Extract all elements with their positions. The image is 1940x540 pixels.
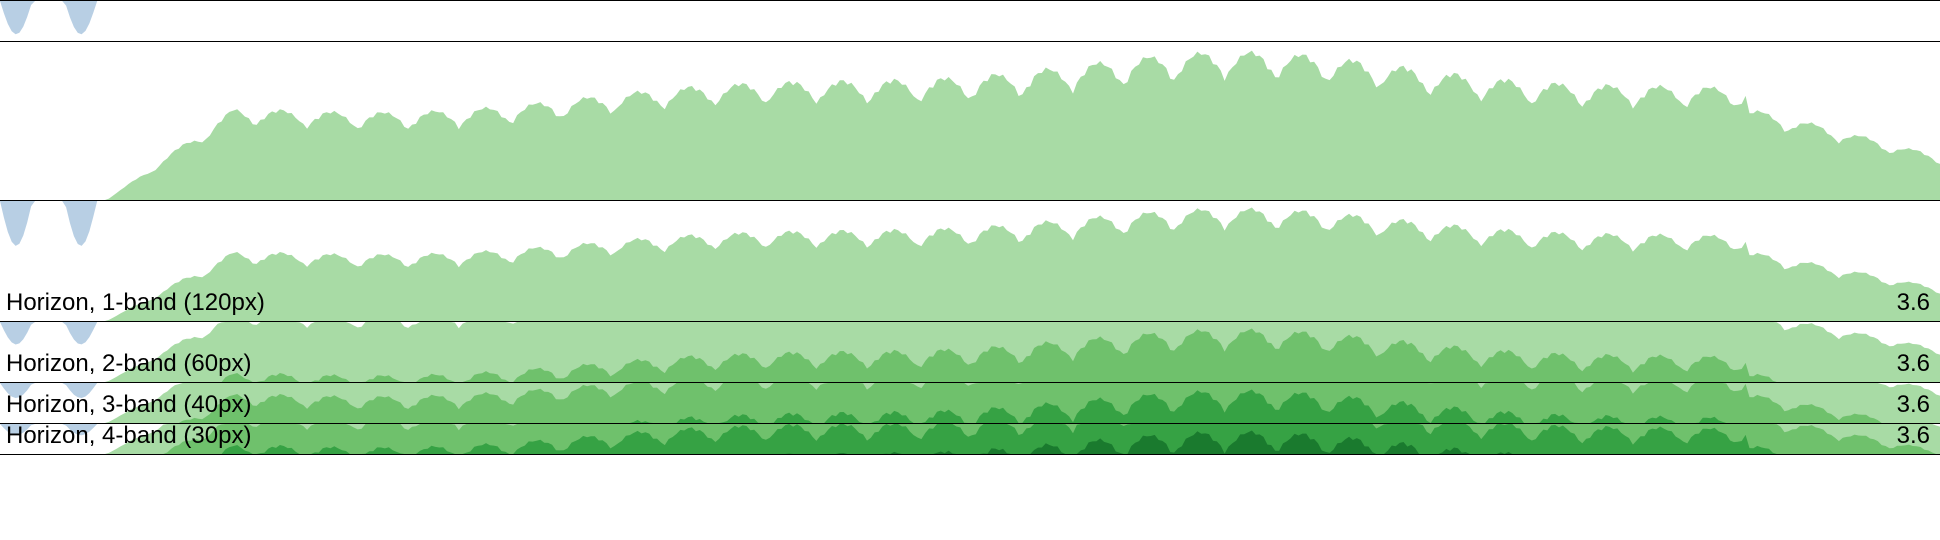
- spacer-row: [0, 42, 1940, 201]
- horizon-row-2band: Horizon, 2-band (60px)3.6: [0, 322, 1940, 383]
- horizon-svg: [0, 322, 1940, 382]
- horizon-svg: [0, 424, 1940, 454]
- spacer-svg: [0, 42, 1940, 200]
- negative-strip-svg: [0, 1, 1940, 41]
- horizon-row-4band: Horizon, 4-band (30px)3.6: [0, 424, 1940, 455]
- negative-strip: [0, 0, 1940, 42]
- horizon-row-1band: Horizon, 1-band (120px)3.6: [0, 201, 1940, 322]
- horizon-row-3band: Horizon, 3-band (40px)3.6: [0, 383, 1940, 424]
- horizon-chart-container: Horizon, 1-band (120px)3.6Horizon, 2-ban…: [0, 0, 1940, 455]
- horizon-svg: [0, 383, 1940, 423]
- horizon-svg: [0, 201, 1940, 321]
